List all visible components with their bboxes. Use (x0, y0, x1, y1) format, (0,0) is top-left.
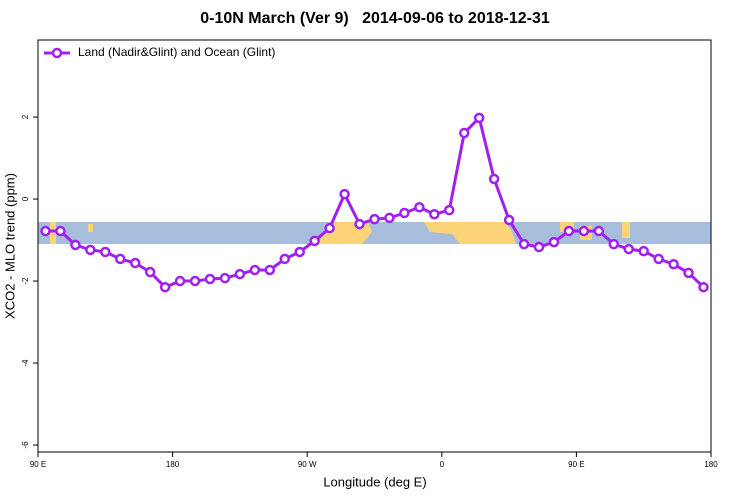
land (424, 222, 516, 244)
point (473, 112, 485, 124)
legend-label: Land (Nadir&Glint) and Ocean (Glint) (78, 45, 275, 59)
x-tick-label: 90 W (298, 460, 317, 469)
x-tick-label: 0 (440, 460, 445, 469)
x-tick-label: 90 E (568, 460, 584, 469)
chart-title: 0-10N March (Ver 9) 2014-09-06 to 2018-1… (200, 10, 550, 27)
x-tick-label: 90 E (30, 460, 46, 469)
point (503, 214, 515, 226)
series-line (45, 114, 705, 289)
point (518, 238, 530, 250)
point (653, 253, 664, 265)
point (324, 222, 335, 234)
point (40, 225, 51, 237)
plot-frame (37, 39, 712, 453)
land (88, 224, 93, 232)
point (339, 188, 350, 200)
point (593, 225, 605, 237)
legend-marker (51, 47, 63, 59)
y-tick-label: -6 (21, 441, 30, 449)
point (414, 202, 425, 213)
point (638, 245, 649, 257)
point (698, 281, 709, 293)
point (144, 266, 156, 278)
point (429, 208, 440, 220)
point (189, 275, 201, 287)
point (384, 212, 395, 224)
point (608, 238, 620, 250)
y-tick-label: -4 (21, 359, 30, 367)
point (55, 225, 66, 237)
y-tick-label: 2 (21, 114, 30, 119)
x-tick-label: 180 (704, 460, 718, 469)
point (309, 235, 320, 247)
point (159, 281, 171, 293)
land (622, 222, 630, 238)
point (683, 267, 694, 279)
point (264, 264, 276, 276)
y-axis-label: XCO2 - MLO trend (ppm) (2, 173, 17, 319)
point (100, 246, 111, 258)
point (458, 127, 470, 139)
point (174, 275, 186, 287)
point (399, 207, 410, 219)
point (668, 258, 679, 270)
point (204, 273, 216, 285)
point (369, 213, 380, 225)
point (249, 264, 261, 276)
point (578, 225, 590, 237)
point (294, 246, 305, 258)
point (623, 243, 634, 255)
y-tick-label: 0 (21, 196, 30, 201)
point (533, 241, 545, 253)
point (548, 236, 560, 248)
point (234, 268, 246, 280)
ocean-band (38, 222, 711, 244)
point (488, 173, 500, 185)
point (219, 272, 231, 284)
point (70, 239, 81, 251)
point (279, 253, 291, 265)
point (354, 218, 365, 230)
point (115, 253, 126, 265)
point (444, 204, 455, 216)
point (129, 257, 141, 269)
x-tick-label: 180 (166, 460, 180, 469)
x-axis-label: Longitude (deg E) (323, 474, 426, 489)
point (85, 244, 96, 256)
y-tick-label: -2 (21, 277, 30, 285)
point (563, 225, 575, 237)
land (50, 222, 56, 244)
